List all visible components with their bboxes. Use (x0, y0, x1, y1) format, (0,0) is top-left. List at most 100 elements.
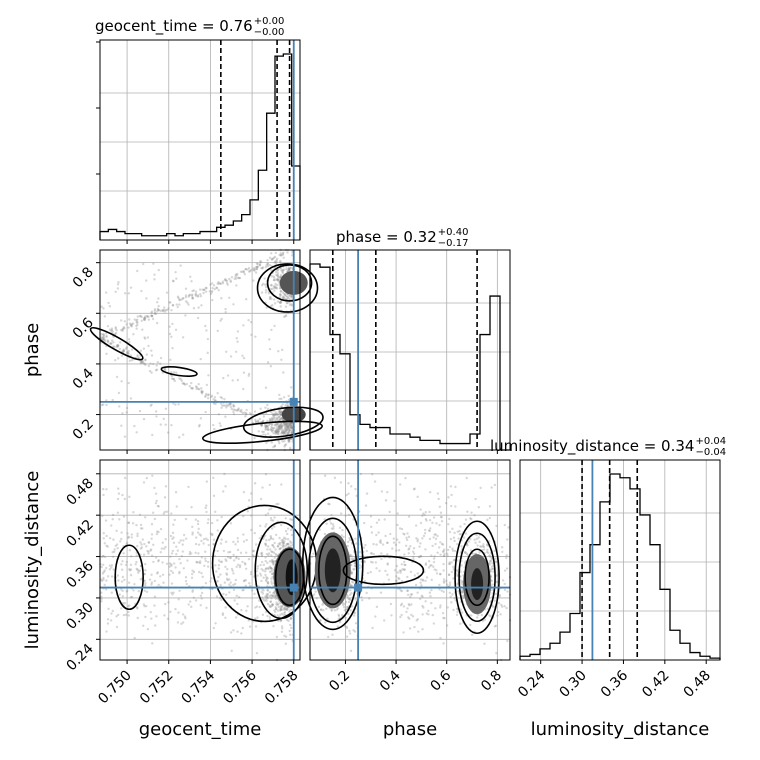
sample-point (178, 570, 181, 574)
sample-point (470, 633, 474, 637)
sample-point (232, 408, 235, 411)
sample-point (270, 441, 274, 444)
sample-point (340, 534, 343, 537)
sample-point (117, 492, 121, 495)
sample-point (283, 445, 286, 448)
sample-point (349, 584, 353, 587)
sample-point (150, 583, 153, 586)
sample-point (126, 532, 129, 535)
sample-point (147, 318, 151, 321)
sample-point (122, 349, 126, 353)
sample-point (284, 314, 287, 318)
sample-point (248, 269, 252, 273)
sample-point (116, 547, 119, 550)
sample-point (172, 523, 175, 526)
sample-point (232, 559, 236, 562)
sample-point (228, 296, 231, 300)
sample-point (275, 431, 279, 434)
sample-point (318, 528, 321, 531)
sample-point (288, 423, 292, 426)
sample-point (268, 565, 272, 568)
sample-point (412, 555, 415, 558)
sample-point (275, 503, 278, 506)
sample-point (220, 538, 223, 541)
sample-point (180, 622, 183, 625)
sample-point (280, 431, 284, 434)
sample-point (274, 251, 278, 255)
sample-point (212, 494, 216, 498)
sample-point (351, 557, 355, 560)
sample-point (169, 301, 172, 304)
sample-point (374, 561, 378, 564)
sample-point (394, 543, 398, 547)
sample-point (248, 584, 252, 588)
sample-point (281, 431, 284, 434)
sample-point (159, 423, 162, 426)
sample-point (453, 539, 456, 543)
sample-point (378, 540, 382, 543)
sample-point (324, 621, 327, 624)
sample-point (407, 552, 411, 555)
sample-point (392, 537, 395, 540)
sample-point (439, 515, 443, 519)
sample-point (260, 590, 263, 594)
sample-point (108, 328, 112, 331)
sample-point (278, 419, 281, 422)
sample-point (178, 572, 181, 575)
sample-point (269, 287, 272, 291)
sample-point (247, 557, 251, 561)
sample-point (371, 561, 374, 564)
sample-point (116, 574, 120, 577)
sample-point (150, 581, 154, 584)
sample-point (144, 363, 147, 367)
sample-point (327, 502, 330, 506)
sample-point (347, 600, 351, 604)
sample-point (350, 572, 354, 575)
sample-point (154, 624, 157, 627)
sample-point (100, 336, 103, 339)
sample-point (280, 523, 283, 527)
sample-point (276, 603, 279, 606)
sample-point (229, 405, 232, 409)
sample-point (234, 578, 238, 582)
sample-point (213, 396, 217, 399)
sample-point (253, 531, 256, 535)
sample-point (442, 616, 445, 620)
sample-point (283, 428, 287, 431)
sample-point (163, 547, 166, 550)
sample-point (421, 595, 424, 598)
sample-point (256, 574, 259, 577)
sample-point (100, 333, 103, 336)
sample-point (274, 411, 277, 414)
sample-point (363, 580, 367, 583)
sample-point (493, 625, 497, 628)
sample-point (391, 547, 394, 550)
sample-point (404, 476, 407, 480)
sample-point (289, 423, 292, 427)
sample-point (442, 554, 446, 558)
sample-point (230, 649, 233, 653)
sample-point (279, 254, 283, 257)
sample-point (355, 542, 358, 545)
sample-point (281, 252, 285, 255)
sample-point (105, 335, 108, 339)
sample-point (290, 429, 294, 433)
sample-point (432, 560, 436, 564)
sample-point (438, 572, 442, 576)
sample-point (478, 540, 481, 544)
sample-point (369, 552, 373, 555)
sample-point (100, 565, 103, 569)
sample-point (349, 649, 353, 653)
sample-point (204, 550, 207, 553)
sample-point (137, 569, 140, 572)
sample-point (147, 541, 151, 544)
sample-point (152, 543, 155, 547)
sample-point (219, 560, 222, 564)
sample-point (224, 606, 227, 609)
sample-point (494, 624, 498, 628)
sample-point (442, 549, 445, 553)
sample-point (287, 268, 291, 271)
sample-point (283, 422, 286, 425)
sample-point (228, 550, 232, 554)
sample-point (350, 563, 353, 567)
